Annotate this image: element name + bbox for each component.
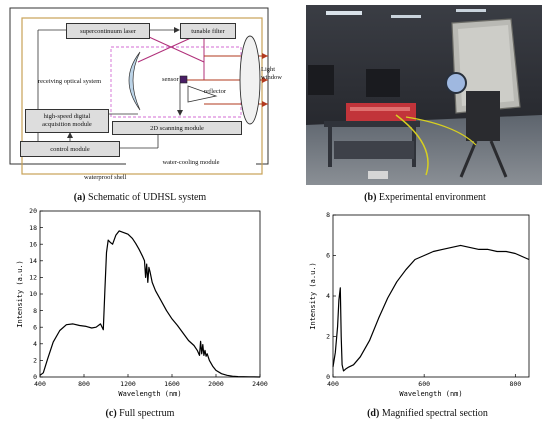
- chart-c-y-tick-label: 8: [33, 307, 37, 315]
- chart-d-y-axis-label: Intensity (a.u.): [309, 262, 317, 329]
- magnified-spectrum-chart: 400 600 800 0 2 4 6 8 Wavelength (nm) Intensity (…: [309, 211, 530, 398]
- receiving-optical-system-label: receiving optical system: [38, 78, 102, 85]
- chart-c-x-tick-label: 2000: [208, 380, 224, 388]
- panel-a-schematic: supercontinuum laser tunable filter rece…: [8, 6, 282, 186]
- light-window-label-line2: window: [261, 74, 282, 81]
- chart-d-y-tick-label: 0: [326, 373, 330, 381]
- chart-d-x-axis-label: Wavelength (nm): [399, 390, 462, 398]
- caption-d-label: (d): [367, 408, 380, 419]
- chart-d-x-tick-label: 800: [509, 380, 521, 388]
- full-spectrum-chart: 400 800 1200 1600 2000 2400 0 2 4 6 8 10 12 14 16 18 20 W…: [16, 207, 268, 398]
- acquisition-line2: acquisition module: [42, 121, 92, 128]
- tunable-filter-box: tunable filter: [180, 23, 236, 39]
- chart-c-y-tick-label: 4: [33, 340, 37, 348]
- experimental-photo: [306, 5, 542, 185]
- chart-c-y-tick-label: 2: [33, 357, 37, 365]
- reflector-label: reflector: [204, 88, 227, 95]
- supercontinuum-laser-box: supercontinuum laser: [66, 23, 150, 39]
- chart-d-spectrum-line: [332, 244, 530, 372]
- chart-d-y-tick-label: 8: [326, 211, 330, 219]
- caption-d: (d) Magnified spectral section: [320, 408, 535, 419]
- chart-c-plot-frame: [39, 210, 261, 378]
- chart-c-y-tick-label: 10: [29, 290, 37, 298]
- chart-d-y-tick-label: 6: [326, 252, 330, 260]
- caption-b: (b) Experimental environment: [320, 192, 530, 203]
- chart-d-x-tick-label: 600: [418, 380, 430, 388]
- chart-d-x-tick-label: 400: [327, 380, 339, 388]
- chart-d-y-tick-label: 4: [326, 292, 330, 300]
- caption-b-label: (b): [364, 192, 377, 203]
- caption-d-text: Magnified spectral section: [381, 408, 488, 419]
- chart-c-y-tick-label: 6: [33, 323, 37, 331]
- caption-a-text: Schematic of UDHSL system: [87, 192, 207, 203]
- chart-c-y-tick-label: 20: [29, 207, 37, 215]
- schematic-lines: [9, 7, 269, 175]
- chart-d-y-tick-label: 2: [326, 333, 330, 341]
- chart-c-y-tick-label: 16: [29, 240, 37, 248]
- acquisition-module-box: high-speed digital acquisition module: [25, 109, 109, 133]
- chart-c-x-tick-label: 800: [78, 380, 90, 388]
- light-window-label-line1: Light: [261, 66, 276, 73]
- caption-b-text: Experimental environment: [378, 192, 486, 203]
- light-window-label: Light window: [261, 66, 282, 82]
- chart-c-x-tick-label: 400: [34, 380, 46, 388]
- chart-c-spectrum-line: [39, 230, 261, 378]
- waterproof-shell-label: waterproof shell: [84, 174, 127, 181]
- caption-a-label: (a): [73, 192, 86, 203]
- scanning-module-box: 2D scanning module: [112, 121, 242, 135]
- caption-a: (a) Schematic of UDHSL system: [40, 192, 240, 203]
- chart-c-x-tick-label: 2400: [252, 380, 268, 388]
- water-cooling-module-box: water-cooling module: [126, 157, 256, 167]
- chart-c-y-tick-label: 18: [29, 224, 37, 232]
- chart-c-y-tick-label: 0: [33, 373, 37, 381]
- sensor-label: sensor: [162, 76, 179, 83]
- chart-c-x-tick-label: 1200: [120, 380, 136, 388]
- chart-c-y-tick-label: 12: [29, 274, 37, 282]
- caption-c: (c) Full spectrum: [60, 408, 220, 419]
- chart-c-x-tick-label: 1600: [164, 380, 180, 388]
- acquisition-line1: high-speed digital: [43, 113, 91, 120]
- caption-c-text: Full spectrum: [119, 408, 175, 419]
- caption-c-label: (c): [105, 408, 117, 419]
- chart-c-y-axis-label: Intensity (a.u.): [16, 260, 24, 327]
- chart-c-y-tick-label: 14: [29, 257, 37, 265]
- chart-c-x-axis-label: Wavelength (nm): [118, 390, 181, 398]
- control-module-box: control module: [20, 141, 120, 157]
- panel-b-photo: [306, 5, 542, 185]
